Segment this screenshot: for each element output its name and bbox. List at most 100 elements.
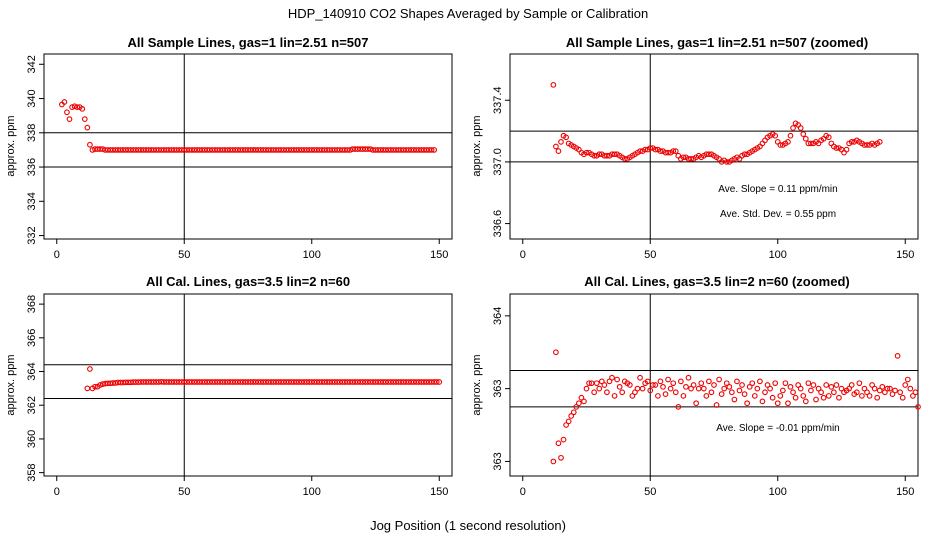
figure-title: HDP_140910 CO2 Shapes Averaged by Sample… [288,6,648,21]
data-point [680,154,687,161]
data-point [721,385,728,392]
data-point [708,389,715,396]
data-point [785,400,791,407]
x-tick-label: 50 [644,486,656,498]
data-point [912,389,919,396]
data-point [647,145,654,151]
y-tick-label: 338 [26,124,38,142]
data-point [861,385,868,392]
data-point [884,385,891,392]
y-tick-label: 340 [26,89,38,107]
y-tick-label: 368 [26,295,38,313]
data-point [843,146,850,153]
y-axis-label: approx. ppm [471,354,483,415]
data-point [652,146,659,153]
data-point [550,81,557,88]
x-tick-label: 0 [520,249,526,261]
data-point [583,149,590,156]
data-point [785,139,791,145]
data-point [606,378,613,385]
data-point [616,383,623,390]
y-tick-label: 363 [492,452,504,470]
data-point [621,155,628,162]
panel-sample-lines-zoomed: All Sample Lines, gas=1 lin=2.51 n=507 (… [471,35,919,261]
data-point [902,382,909,388]
x-tick-label: 100 [303,486,321,498]
y-tick-label: 364 [492,307,504,325]
data-point [614,376,620,383]
data-point [647,387,654,394]
data-point [365,146,371,152]
data-point [830,389,837,396]
data-point [915,403,921,410]
data-point [672,148,679,154]
data-point [808,140,814,147]
data-point [565,418,572,425]
data-point [871,385,878,392]
data-point [790,125,796,131]
panel-title: All Cal. Lines, gas=3.5 lin=2 n=60 [146,274,350,289]
plot-frame [509,293,919,477]
data-point [695,385,702,392]
data-point [591,389,598,396]
data-point [828,140,835,147]
data-point [802,135,809,142]
x-tick-label: 150 [896,486,914,498]
data-point [609,374,615,381]
data-point [553,349,559,356]
data-point [723,159,730,165]
data-point [731,396,738,403]
y-tick-label: 336.6 [492,210,504,238]
data-point [89,147,96,153]
x-tick-label: 50 [178,249,190,261]
y-axis-label: approx. ppm [5,354,17,415]
data-point [887,385,893,392]
data-point [97,146,103,152]
panel-title: All Cal. Lines, gas=3.5 lin=2 n=60 (zoom… [584,274,850,289]
y-tick-label: 363 [492,379,504,397]
data-point [683,383,689,390]
data-point [751,393,758,399]
data-point [639,385,646,392]
data-point [670,380,677,387]
x-tick-label: 100 [769,249,787,261]
data-point [586,380,592,387]
data-point [706,151,712,158]
data-point [61,99,68,105]
data-point [598,378,605,385]
data-point [706,378,712,385]
x-tick-label: 150 [896,249,914,261]
y-axis-label: approx. ppm [471,115,483,176]
x-tick-label: 0 [54,249,60,261]
data-point [87,141,93,148]
data-point [593,380,600,387]
data-point [575,400,582,407]
data-point [693,400,700,407]
data-point [825,393,832,399]
data-point [703,393,710,399]
data-point [657,378,664,385]
data-point [581,398,587,405]
data-point [797,385,804,392]
y-tick-label: 332 [26,226,38,244]
data-point [779,387,786,394]
data-point [591,152,598,159]
data-point [688,385,694,392]
data-point [723,380,730,387]
data-point [746,383,753,390]
data-point [99,381,106,388]
data-point [657,148,664,154]
data-point [644,378,651,385]
data-point [836,394,842,401]
data-point [769,394,776,401]
data-point [568,413,575,419]
annotation: Ave. Std. Dev. = 0.55 ppm [720,209,836,220]
data-point [344,147,351,153]
data-point [813,396,819,403]
data-point [92,383,98,390]
data-point [665,376,671,383]
data-point [764,382,771,388]
data-point [611,393,618,399]
data-point [823,382,830,388]
data-point [716,376,722,383]
